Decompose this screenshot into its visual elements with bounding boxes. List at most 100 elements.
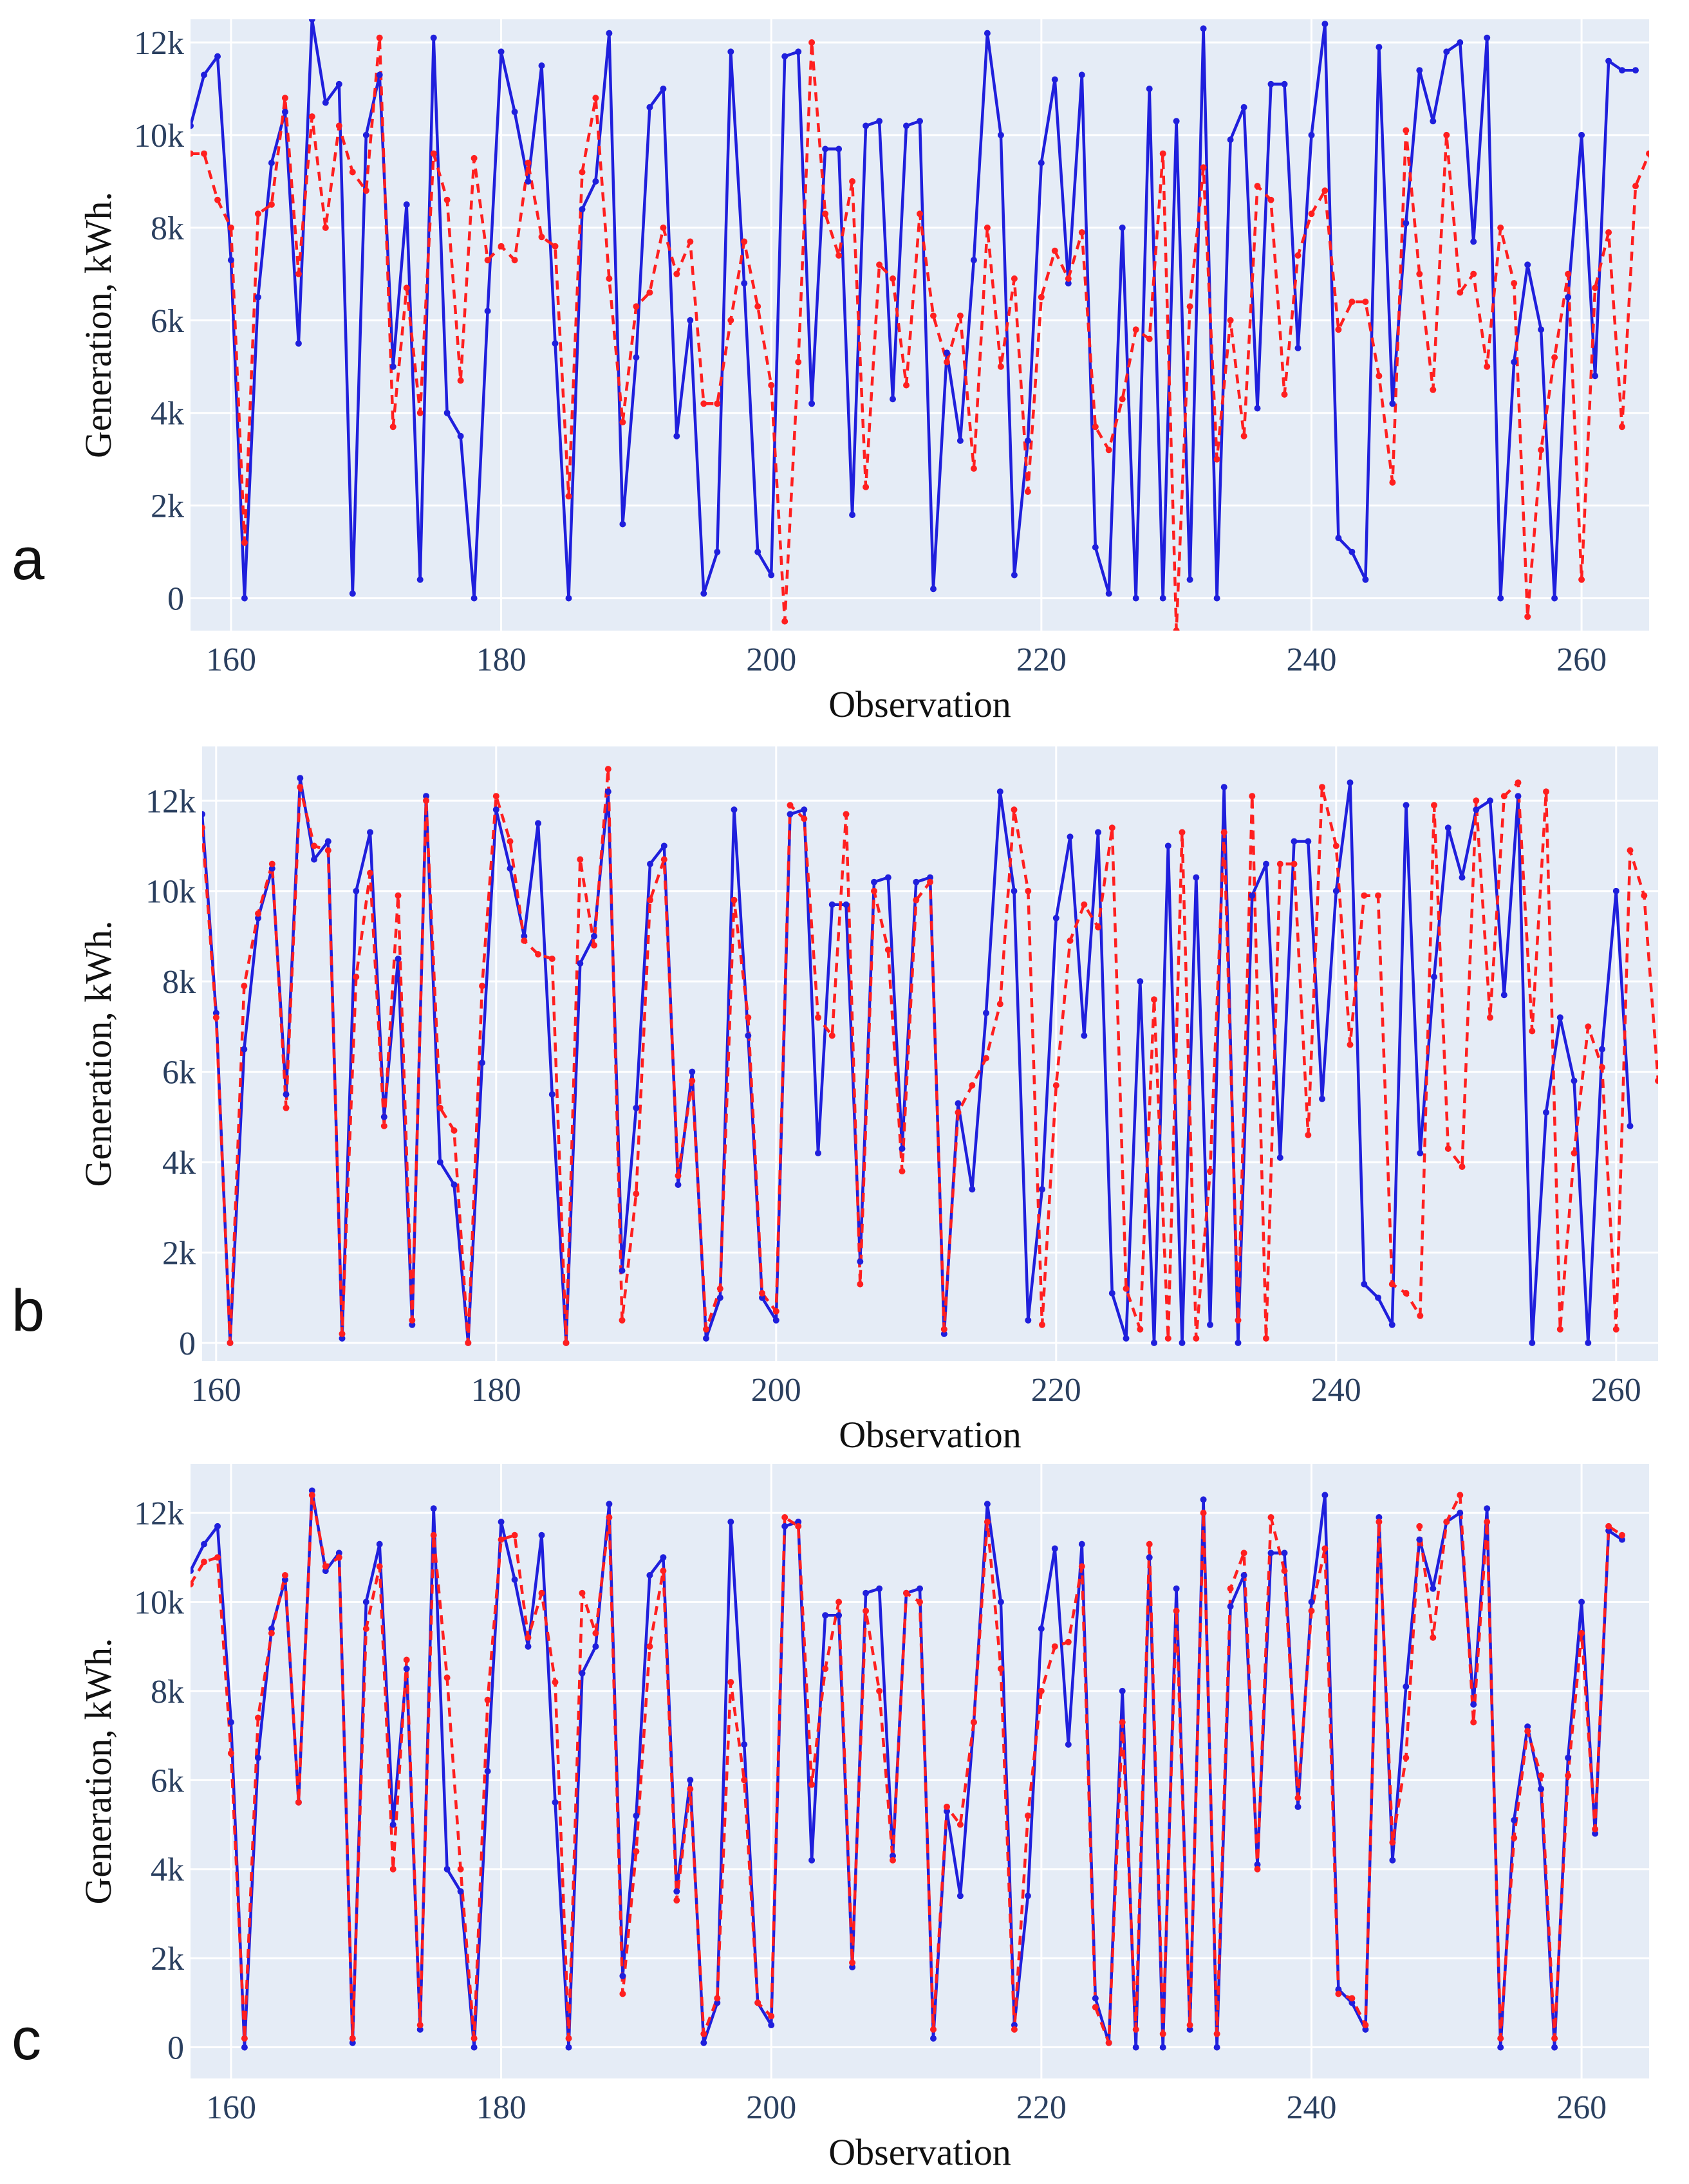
- predicted-data-point: [281, 1572, 288, 1578]
- actual-data-point: [781, 53, 789, 60]
- actual-data-point: [1612, 887, 1619, 894]
- y-tick-label: 10k: [134, 118, 184, 154]
- predicted-data-point: [201, 1559, 207, 1566]
- predicted-data-point: [1024, 1812, 1031, 1819]
- predicted-data-point: [930, 2026, 937, 2033]
- predicted-data-point: [1538, 1772, 1545, 1779]
- predicted-data-point: [997, 363, 1004, 370]
- actual-data-point: [849, 1964, 856, 1970]
- actual-data-point: [521, 932, 528, 939]
- predicted-data-point: [511, 1532, 518, 1539]
- actual-data-point: [295, 340, 302, 347]
- predicted-data-point: [1011, 2026, 1018, 2033]
- predicted-data-point: [675, 1172, 682, 1180]
- actual-data-point: [1137, 978, 1144, 985]
- actual-data-point: [1207, 1321, 1213, 1328]
- predicted-data-point: [592, 1630, 599, 1636]
- actual-data-point: [604, 788, 611, 795]
- actual-data-point: [1200, 25, 1207, 32]
- predicted-data-point: [1389, 479, 1396, 486]
- actual-data-point: [917, 118, 923, 125]
- actual-data-point: [311, 856, 317, 863]
- actual-data-point: [281, 1576, 288, 1583]
- actual-data-point: [281, 108, 288, 115]
- actual-data-point: [1599, 1046, 1605, 1053]
- predicted-data-point: [876, 261, 883, 268]
- predicted-data-point: [1565, 1772, 1572, 1779]
- actual-data-point: [1403, 219, 1410, 227]
- predicted-data-point: [1592, 284, 1599, 292]
- actual-data-point: [227, 257, 234, 264]
- actual-data-point: [917, 1585, 923, 1592]
- predicted-data-point: [1417, 1312, 1424, 1319]
- actual-data-point: [890, 396, 896, 403]
- predicted-data-point: [362, 187, 369, 194]
- actual-data-point: [801, 806, 808, 813]
- predicted-data-point: [1641, 892, 1648, 899]
- y-tick-label: 2k: [162, 1235, 196, 1272]
- y-tick-label: 6k: [151, 303, 184, 340]
- y-tick-label: 8k: [151, 210, 184, 247]
- actual-data-point: [1119, 1687, 1126, 1694]
- actual-data-point: [700, 590, 707, 597]
- actual-data-point: [619, 521, 626, 528]
- actual-data-point: [339, 1335, 346, 1342]
- actual-data-point: [1227, 136, 1234, 143]
- predicted-data-point: [353, 974, 360, 981]
- actual-data-point: [619, 1267, 626, 1274]
- predicted-data-point: [1108, 824, 1115, 831]
- actual-series-line: [191, 19, 1636, 600]
- predicted-data-point: [577, 856, 584, 863]
- predicted-data-point: [191, 150, 194, 157]
- predicted-data-point: [801, 815, 808, 822]
- predicted-data-point: [1092, 2004, 1099, 2011]
- predicted-data-point: [295, 270, 302, 277]
- y-tick-label: 0: [167, 581, 184, 618]
- predicted-data-point: [1308, 210, 1315, 217]
- predicted-data-point: [1605, 1522, 1612, 1530]
- actual-data-point: [565, 2044, 572, 2051]
- predicted-data-point: [436, 1104, 443, 1111]
- predicted-data-point: [492, 793, 499, 800]
- actual-data-point: [1276, 1154, 1283, 1161]
- x-tick-label: 160: [206, 642, 256, 678]
- predicted-data-point: [1430, 386, 1437, 393]
- actual-data-point: [741, 280, 748, 287]
- y-tick-label: 6k: [162, 1055, 196, 1091]
- actual-data-point: [1011, 887, 1018, 894]
- actual-data-point: [956, 1892, 964, 1900]
- actual-data-point: [1347, 779, 1354, 786]
- predicted-data-point: [727, 1679, 734, 1686]
- predicted-data-point: [1081, 901, 1088, 908]
- actual-data-point: [1551, 2044, 1558, 2051]
- predicted-data-point: [254, 210, 261, 217]
- actual-data-point: [1123, 1335, 1130, 1342]
- x-axis-title: Observation: [828, 2131, 1011, 2173]
- predicted-data-point: [1291, 860, 1298, 867]
- actual-data-point: [592, 178, 599, 185]
- actual-data-point: [349, 2039, 356, 2046]
- actual-data-point: [646, 104, 653, 111]
- predicted-data-point: [1119, 1719, 1126, 1726]
- actual-data-point: [1431, 974, 1437, 981]
- predicted-data-point: [1078, 1563, 1085, 1570]
- predicted-data-point: [1132, 326, 1139, 333]
- actual-data-point: [689, 1068, 696, 1075]
- predicted-data-point: [1655, 1077, 1658, 1084]
- actual-data-point: [1556, 1014, 1563, 1021]
- predicted-data-point: [1403, 127, 1410, 134]
- actual-data-point: [436, 1159, 443, 1165]
- predicted-data-point: [1473, 797, 1480, 804]
- predicted-data-point: [1267, 1514, 1274, 1521]
- actual-data-point: [1294, 345, 1302, 351]
- predicted-data-point: [1348, 299, 1356, 305]
- predicted-data-point: [565, 493, 572, 500]
- predicted-data-point: [1500, 793, 1507, 800]
- actual-data-point: [1444, 824, 1451, 831]
- actual-data-point: [1173, 1585, 1180, 1592]
- y-tick-label: 6k: [151, 1763, 184, 1799]
- actual-data-point: [308, 1487, 315, 1494]
- actual-data-point: [835, 1612, 843, 1619]
- actual-data-point: [1470, 1701, 1477, 1708]
- predicted-data-point: [1294, 252, 1302, 259]
